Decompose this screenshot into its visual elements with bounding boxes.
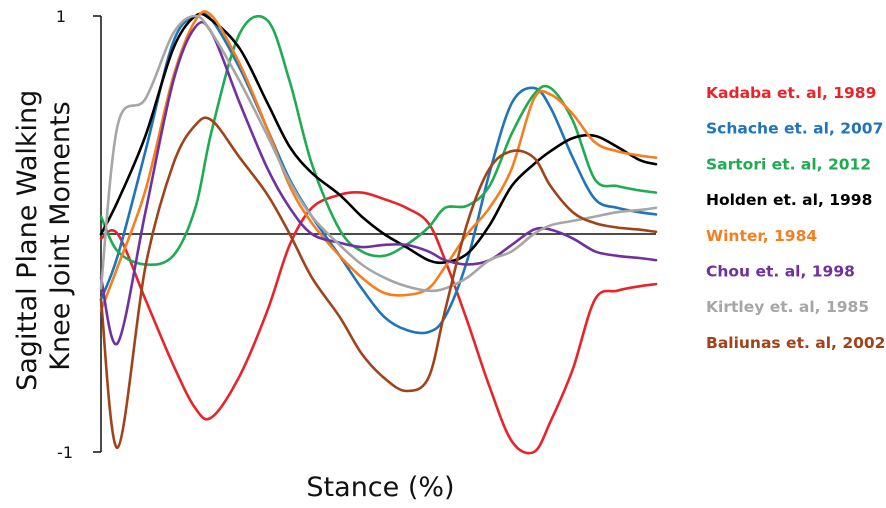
legend-entry-4: Holden et. al, 1998 — [706, 191, 872, 209]
series-line-2 — [99, 12, 658, 335]
legend: Kadaba et. al, 1989 Schache et. al, 2007 S… — [706, 84, 885, 352]
axis-labels: Stance (%) Sagittal Plane Walking Knee J… — [12, 81, 455, 503]
y-axis-ticks: 1 -1 — [56, 7, 101, 462]
series-line-1 — [99, 190, 658, 455]
y-axis-title-line-2: Knee Joint Moments — [45, 101, 76, 370]
x-axis-title: Stance (%) — [306, 472, 454, 503]
legend-entry-7: Kirtley et. al, 1985 — [706, 298, 869, 316]
series-line-6 — [99, 20, 658, 346]
y-tick-label: 1 — [56, 7, 66, 26]
y-axis-title: Sagittal Plane Walking Knee Joint Moment… — [12, 81, 76, 391]
series-line-8 — [99, 116, 658, 449]
legend-entry-6: Chou et. al, 1998 — [706, 263, 855, 281]
series-lines — [99, 10, 658, 455]
legend-entry-1: Kadaba et. al, 1989 — [706, 84, 876, 102]
series-line-5 — [99, 10, 658, 312]
legend-entry-2: Schache et. al, 2007 — [706, 120, 883, 138]
y-axis-title-line-1: Sagittal Plane Walking — [12, 90, 43, 391]
legend-entry-8: Baliunas et. al, 2002 — [706, 334, 885, 352]
series-line-7 — [99, 14, 658, 293]
legend-entry-3: Sartori et. al, 2012 — [706, 155, 871, 173]
y-tick-label: -1 — [57, 443, 73, 462]
legend-entry-5: Winter, 1984 — [706, 227, 817, 245]
